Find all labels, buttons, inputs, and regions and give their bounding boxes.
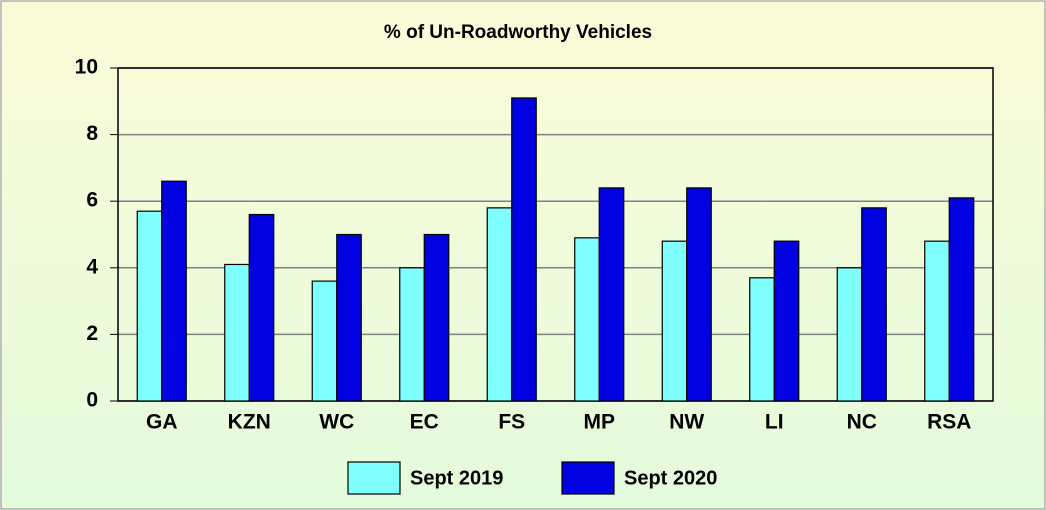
x-tick-label: FS: [498, 411, 525, 434]
bar: [224, 263, 250, 402]
x-tick-label: KZN: [228, 411, 271, 434]
chart-title: % of Un-Roadworthy Vehicles: [384, 22, 652, 43]
bar: [924, 240, 950, 402]
bar: [661, 240, 688, 402]
x-tick-label: NW: [669, 411, 704, 434]
bar: [598, 187, 625, 402]
bar: [948, 197, 975, 402]
y-tick-label: 8: [86, 122, 98, 145]
x-tick-label: LI: [765, 411, 784, 434]
bar: [248, 213, 275, 402]
legend-label: Sept 2019: [410, 467, 503, 489]
bar: [861, 207, 887, 402]
bar: [749, 277, 775, 402]
legend-swatch: [347, 461, 401, 495]
y-tick-label: 10: [75, 56, 98, 79]
bar: [773, 240, 800, 402]
bar: [136, 210, 163, 402]
x-tick-label: NC: [847, 411, 877, 434]
bar: [511, 97, 537, 402]
bar: [486, 207, 513, 402]
legend-swatch: [561, 461, 615, 495]
y-tick-label: 6: [86, 189, 98, 212]
y-tick-label: 2: [86, 322, 98, 345]
bar: [336, 233, 362, 402]
x-tick-label: EC: [410, 411, 439, 434]
bar: [574, 237, 600, 402]
x-tick-label: WC: [319, 411, 354, 434]
bar: [399, 267, 425, 402]
bar: [161, 180, 187, 402]
y-tick-label: 4: [86, 255, 98, 278]
plot-frame: [117, 67, 994, 402]
bar: [836, 267, 863, 402]
bar: [311, 280, 338, 402]
y-tick-label: 0: [86, 389, 98, 412]
x-tick-label: RSA: [927, 411, 971, 434]
bar: [686, 187, 712, 402]
x-tick-label: GA: [146, 411, 178, 434]
x-tick-label: MP: [584, 411, 616, 434]
legend-label: Sept 2020: [624, 467, 717, 489]
bar: [423, 233, 450, 402]
